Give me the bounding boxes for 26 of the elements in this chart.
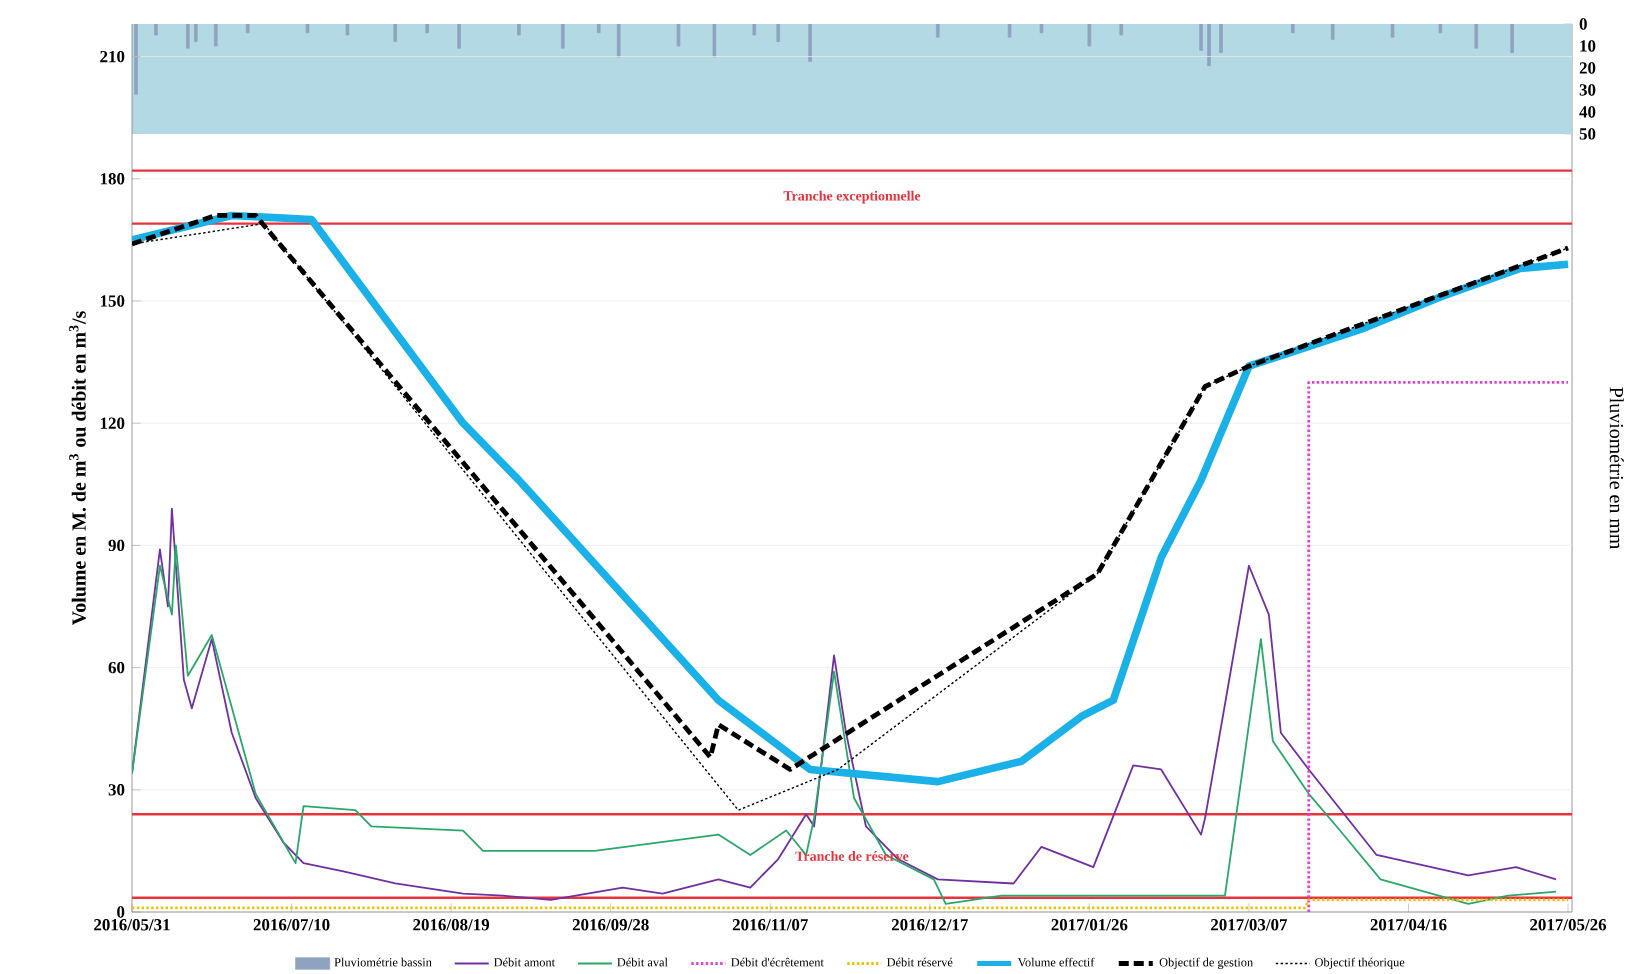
y-tick-label: 30 — [108, 784, 125, 796]
x-tick-label: 2016/05/31 — [94, 919, 170, 931]
x-tick-label: 2017/05/26 — [1530, 919, 1607, 931]
y2-tick-label: 0 — [1579, 18, 1587, 30]
y2-tick-label: 50 — [1579, 128, 1596, 140]
x-tick-label: 2017/03/07 — [1211, 919, 1288, 931]
y2-tick-label: 20 — [1579, 62, 1596, 74]
x-tick-label: 2016/07/10 — [253, 919, 330, 931]
y-axis-title: Volume en M. de m$^{3}$ ou débit en m$^{3}$/s — [69, 311, 86, 626]
y2-tick-label: 30 — [1579, 84, 1596, 96]
y-tick-label: 120 — [100, 417, 125, 429]
x-tick-label: 2016/09/28 — [572, 919, 649, 931]
x-tick-label: 2017/04/16 — [1370, 919, 1447, 931]
x-tick-label: 2016/12/17 — [891, 919, 968, 931]
y2-axis-title: Pluviométrie en mm — [1609, 387, 1624, 550]
y2-tick-label: 40 — [1579, 106, 1596, 118]
x-tick-label: 2016/08/19 — [413, 919, 490, 931]
y-tick-label: 180 — [100, 173, 125, 185]
y-tick-label: 150 — [100, 295, 125, 307]
x-tick-label: 2016/11/07 — [732, 919, 808, 931]
y-tick-label: 210 — [100, 50, 125, 63]
y-tick-label: 0 — [117, 906, 125, 918]
y2-tick-label: 10 — [1580, 40, 1596, 52]
y-tick-label: 60 — [108, 661, 125, 674]
y-tick-label: 90 — [108, 539, 125, 552]
x-tick-label: 2017/01/26 — [1051, 919, 1128, 931]
